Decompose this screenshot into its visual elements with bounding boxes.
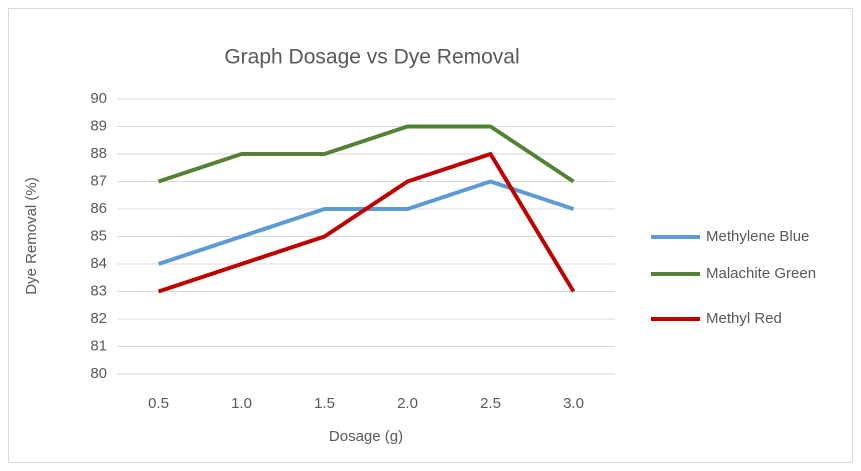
legend-label: Methyl Red	[706, 310, 782, 327]
y-tick-label: 82	[90, 310, 107, 327]
legend-label: Methylene Blue	[706, 228, 809, 245]
y-tick-label: 89	[90, 117, 107, 134]
x-tick-label: 2.5	[480, 395, 501, 412]
chart-title: Graph Dosage vs Dye Removal	[224, 46, 519, 69]
x-tick-label: 1.5	[314, 395, 335, 412]
x-tick-label: 2.0	[397, 395, 418, 412]
legend-label: Malachite Green	[706, 265, 816, 282]
y-tick-label: 83	[90, 282, 107, 299]
y-tick-label: 80	[90, 365, 107, 382]
y-tick-label: 90	[90, 90, 107, 107]
series-line	[157, 124, 575, 184]
y-axis-label: Dye Removal (%)	[23, 177, 40, 295]
series-line	[157, 152, 576, 294]
y-tick-label: 84	[90, 255, 107, 272]
x-tick-label: 1.0	[231, 395, 252, 412]
x-tick-label: 3.0	[563, 395, 584, 412]
x-axis-label: Dosage (g)	[329, 428, 403, 445]
y-tick-label: 87	[90, 172, 107, 189]
y-tick-label: 88	[90, 145, 107, 162]
y-tick-label: 81	[90, 337, 107, 354]
y-tick-label: 85	[90, 227, 107, 244]
chart-border	[8, 8, 853, 463]
y-tick-label: 86	[90, 200, 107, 217]
x-tick-label: 0.5	[148, 395, 169, 412]
